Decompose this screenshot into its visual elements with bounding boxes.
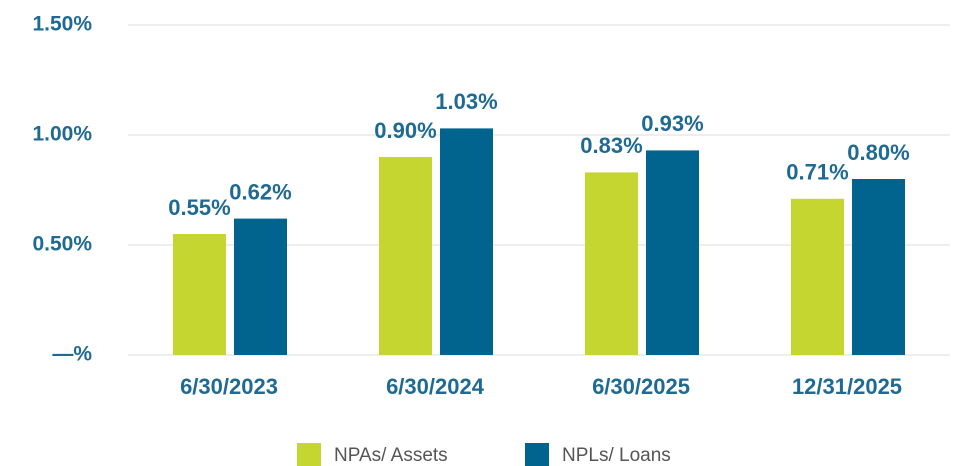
x-tick-label: 6/30/2023 — [180, 374, 278, 399]
legend-swatch — [525, 443, 549, 466]
bar — [173, 234, 226, 355]
x-tick-label: 6/30/2025 — [592, 374, 690, 399]
y-tick-label: 1.00% — [32, 123, 92, 146]
value-label: 0.55% — [168, 195, 230, 220]
value-label: 0.80% — [847, 140, 909, 165]
value-label: 0.93% — [641, 111, 703, 136]
bar — [646, 150, 699, 355]
y-tick-label: —% — [52, 343, 92, 366]
bar — [379, 157, 432, 355]
value-label: 0.83% — [580, 133, 642, 158]
y-tick-label: 0.50% — [32, 233, 92, 256]
x-tick-label: 6/30/2024 — [386, 374, 485, 399]
bar — [791, 198, 844, 355]
legend-label: NPLs/ Loans — [562, 445, 671, 466]
legend-label: NPAs/ Assets — [334, 445, 448, 466]
bar — [440, 128, 493, 355]
value-label: 0.71% — [786, 160, 848, 185]
bar — [234, 218, 287, 355]
y-tick-label: 1.50% — [32, 13, 92, 36]
value-label: 1.03% — [435, 89, 497, 114]
bar — [585, 172, 638, 355]
legend-swatch — [297, 443, 321, 466]
bar — [852, 179, 905, 355]
value-label: 0.62% — [229, 179, 291, 204]
value-label: 0.90% — [374, 118, 436, 143]
x-tick-label: 12/31/2025 — [792, 374, 902, 399]
